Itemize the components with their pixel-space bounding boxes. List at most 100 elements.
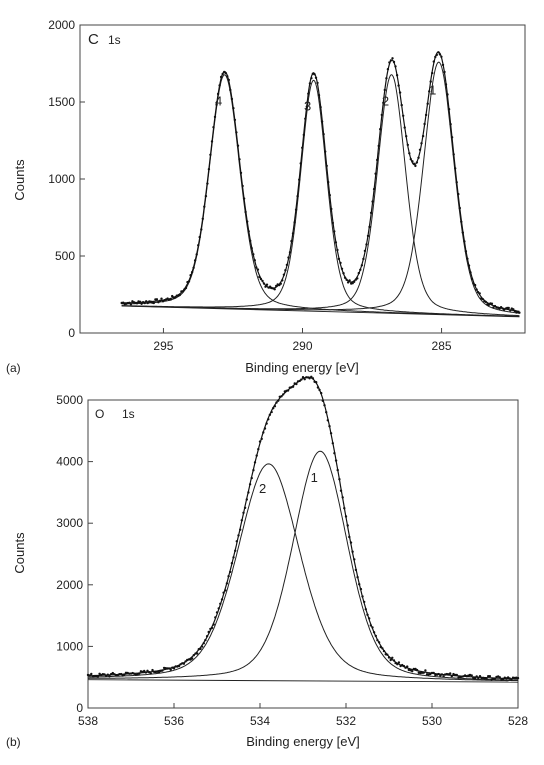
data-point (364, 608, 367, 611)
data-point (305, 376, 308, 379)
peak-labels-b: 21 (259, 470, 318, 496)
data-point (372, 187, 376, 191)
data-point (288, 251, 292, 254)
data-point (404, 666, 407, 669)
data-point (386, 68, 390, 71)
data-point (467, 264, 471, 267)
data-point (348, 279, 351, 282)
data-point (434, 55, 437, 59)
data-point (322, 133, 325, 136)
y-axis-label-a: Counts (12, 159, 27, 201)
data-point (181, 290, 185, 293)
data-point (351, 550, 354, 553)
peak-label-b-2: 2 (259, 481, 266, 496)
data-point (138, 300, 142, 303)
x-tick-label-b-3: 532 (336, 714, 356, 728)
data-point (426, 102, 429, 105)
data-point (458, 206, 461, 210)
envelope-fit-b (88, 376, 519, 680)
data-point (192, 266, 195, 269)
data-point (493, 677, 496, 680)
data-point (239, 171, 243, 175)
data-point (386, 653, 389, 656)
data-point (319, 106, 322, 109)
data-point (255, 454, 258, 457)
data-point (316, 81, 319, 85)
data-point (239, 528, 242, 531)
envelope-fit-a (121, 51, 520, 312)
data-point (327, 180, 330, 184)
data-point (455, 673, 458, 677)
data-point (492, 306, 495, 309)
data-point (402, 664, 406, 668)
data-point (353, 558, 356, 561)
data-point (210, 140, 214, 143)
data-point (284, 269, 287, 272)
data-point (340, 267, 344, 270)
data-point (473, 283, 477, 287)
data-point (460, 220, 463, 223)
data-point (252, 253, 255, 256)
data-point (336, 468, 339, 472)
data-point (273, 405, 277, 408)
data-point (473, 677, 477, 680)
y-axis-a: 0 500 1000 1500 2000 (48, 18, 85, 340)
data-point (405, 135, 408, 138)
data-point (268, 413, 272, 416)
y-tick-label-a-1: 500 (55, 249, 75, 263)
data-point (509, 309, 512, 312)
data-point (357, 271, 360, 275)
data-point (388, 61, 391, 64)
data-point (475, 675, 478, 678)
data-point (389, 59, 393, 62)
data-point (157, 671, 161, 674)
data-point (143, 301, 146, 305)
data-point (454, 167, 457, 170)
data-point (432, 60, 435, 63)
data-point (233, 118, 237, 122)
data-point (423, 122, 426, 126)
data-point (421, 134, 425, 138)
data-point (232, 556, 235, 559)
data-point (490, 302, 494, 305)
data-point (222, 591, 225, 594)
data-point (285, 263, 289, 267)
data-point (183, 288, 186, 291)
data-point (346, 524, 349, 527)
data-point (324, 150, 327, 153)
data-point (383, 88, 386, 92)
data-point (253, 461, 257, 464)
data-point (198, 235, 201, 239)
data-point (345, 278, 348, 281)
data-point (248, 483, 252, 486)
data-point (487, 675, 490, 678)
data-point (273, 288, 276, 291)
data-point (146, 301, 149, 305)
data-point (272, 407, 275, 410)
data-point (417, 156, 420, 159)
peak-label-a-4: 4 (215, 94, 222, 109)
data-point (409, 158, 412, 161)
component-peak-a-3 (121, 79, 520, 317)
data-point (394, 65, 397, 68)
data-point (263, 427, 267, 430)
x-axis-label-b: Binding energy [eV] (246, 734, 359, 749)
data-point (313, 73, 316, 76)
data-point (200, 228, 203, 231)
data-point (484, 300, 487, 304)
data-point (437, 672, 440, 676)
data-point (262, 431, 265, 434)
data-point (152, 301, 155, 305)
data-point (308, 377, 311, 380)
data-point (359, 587, 363, 591)
data-point (439, 674, 442, 677)
y-axis-b: 0 1000 2000 3000 4000 5000 (56, 393, 93, 715)
data-point (329, 432, 333, 435)
data-point (430, 671, 434, 675)
data-point (353, 280, 356, 283)
data-point (369, 211, 373, 215)
data-point (189, 274, 192, 277)
data-point (257, 448, 260, 451)
component-peak-a-1 (121, 61, 520, 314)
data-point (221, 72, 224, 76)
